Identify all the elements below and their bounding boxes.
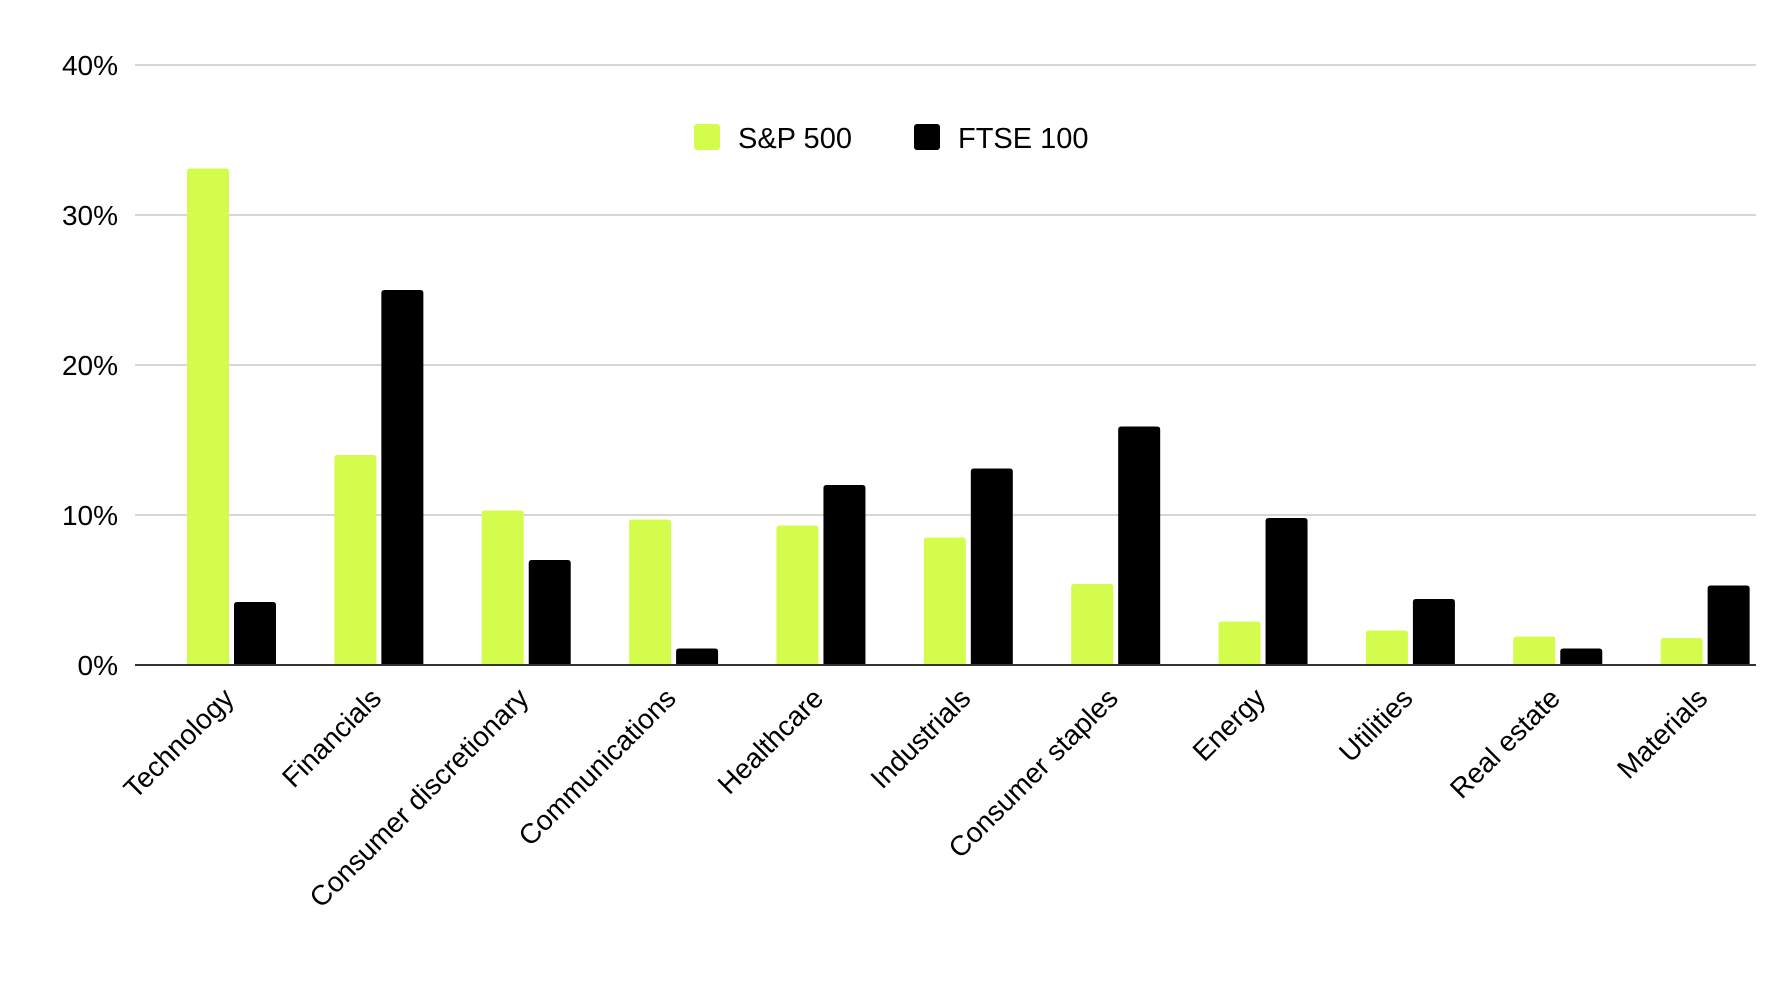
legend-label-sp500: S&P 500 bbox=[738, 123, 852, 155]
bar-sp500 bbox=[1218, 621, 1261, 665]
x-category-label: Real estate bbox=[1444, 682, 1566, 804]
x-category-label: Healthcare bbox=[712, 682, 830, 800]
bar-sp500 bbox=[629, 519, 672, 665]
bar-sp500 bbox=[187, 168, 229, 665]
x-category-label: Energy bbox=[1187, 682, 1272, 767]
bar-sp500 bbox=[923, 537, 966, 665]
bar-ftse100 bbox=[1412, 599, 1455, 665]
x-category-label: Materials bbox=[1611, 682, 1713, 784]
bar-ftse100 bbox=[528, 560, 571, 665]
x-category-label: Financials bbox=[276, 682, 387, 793]
bar-ftse100 bbox=[823, 485, 866, 665]
y-tick-label: 20% bbox=[62, 350, 118, 381]
bar-ftse100 bbox=[1265, 518, 1308, 665]
x-category-label: Utilities bbox=[1333, 682, 1419, 768]
bar-ftse100 bbox=[1118, 426, 1161, 665]
bar-ftse100 bbox=[1560, 648, 1603, 665]
bar-sp500 bbox=[776, 525, 819, 665]
bar-sp500 bbox=[481, 510, 524, 665]
y-axis-ticks: 0% 10% 20% 30% 40% bbox=[62, 50, 118, 681]
y-tick-label: 10% bbox=[62, 500, 118, 531]
bar-ftse100 bbox=[1707, 585, 1750, 665]
bar-ftse100 bbox=[676, 648, 719, 665]
x-category-label: Communications bbox=[512, 682, 681, 851]
bar-sp500 bbox=[1660, 638, 1703, 665]
legend-swatch-ftse100 bbox=[914, 124, 940, 150]
bar-ftse100 bbox=[234, 602, 276, 665]
legend-label-ftse100: FTSE 100 bbox=[958, 123, 1089, 155]
bar-ftse100 bbox=[970, 468, 1013, 665]
y-tick-label: 40% bbox=[62, 50, 118, 81]
bar-sp500 bbox=[334, 455, 377, 665]
y-tick-label: 30% bbox=[62, 200, 118, 231]
bar-sp500 bbox=[1071, 584, 1114, 665]
legend-swatch-sp500 bbox=[694, 124, 720, 150]
bar-sp500 bbox=[1365, 630, 1408, 665]
bar-sp500 bbox=[1513, 636, 1556, 665]
legend: S&P 500 FTSE 100 bbox=[694, 123, 1089, 155]
x-category-label: Industrials bbox=[864, 682, 976, 794]
y-tick-label: 0% bbox=[78, 650, 118, 681]
bars bbox=[135, 168, 1756, 666]
bar-ftse100 bbox=[381, 290, 424, 665]
x-category-label: Technology bbox=[118, 682, 240, 804]
